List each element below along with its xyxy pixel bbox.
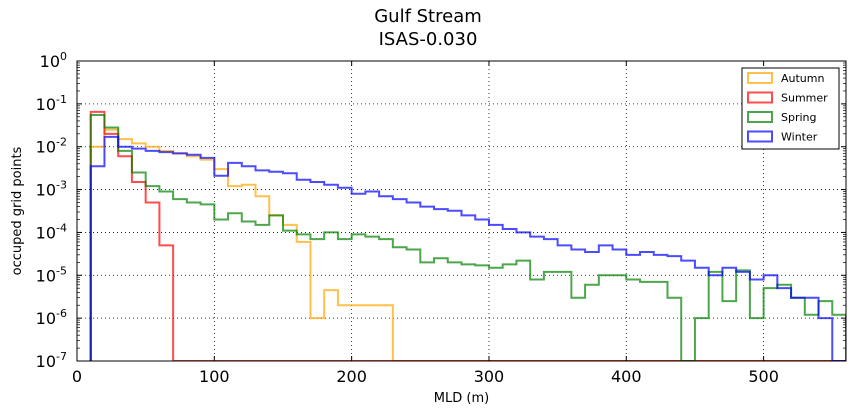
y-tick-label: 10-4 (36, 221, 67, 242)
legend-swatch-winter (747, 130, 773, 143)
legend-label-autumn: Autumn (781, 72, 824, 85)
series-winter (89, 135, 846, 361)
x-tick-label: 200 (336, 367, 367, 386)
y-tick-label: 10-7 (36, 350, 67, 371)
y-tick-label: 100 (40, 50, 67, 71)
legend-label-summer: Summer (781, 92, 828, 105)
y-tick-label: 10-1 (36, 93, 67, 114)
legend-box (741, 67, 840, 150)
chart-subtitle: ISAS-0.030 (378, 29, 478, 50)
legend-swatch-spring (747, 111, 773, 123)
x-tick-label: 0 (72, 367, 82, 386)
legend-swatch-summer (747, 91, 773, 104)
series-autumn (89, 128, 846, 361)
y-tick-label: 10-2 (36, 136, 67, 157)
legend-label-spring: Spring (781, 111, 817, 124)
x-tick-label: 100 (199, 367, 230, 386)
series-spring (89, 113, 846, 361)
x-tick-label: 300 (474, 367, 505, 386)
x-axis-label: MLD (m) (434, 391, 489, 406)
x-tick-label: 500 (748, 367, 779, 386)
y-axis-label: occuped grid points (10, 146, 25, 275)
plot-frame (76, 60, 847, 362)
y-tick-label: 10-6 (36, 307, 67, 328)
y-tick-label: 10-5 (36, 264, 67, 285)
legend-swatch-autumn (747, 72, 773, 84)
x-tick-label: 400 (611, 367, 642, 386)
legend-label-winter: Winter (781, 131, 818, 144)
chart-title: Gulf Stream (374, 6, 482, 27)
series-summer (89, 110, 846, 361)
y-tick-label: 10-3 (36, 179, 67, 200)
